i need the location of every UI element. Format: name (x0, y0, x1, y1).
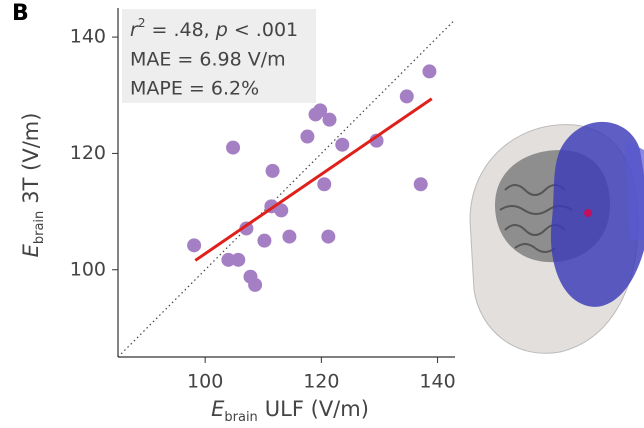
point (221, 252, 236, 267)
point (226, 140, 241, 155)
point (399, 89, 414, 104)
annotation-part: = .48, (145, 19, 215, 41)
point (248, 277, 263, 292)
point (317, 177, 332, 192)
point (187, 238, 202, 253)
target-dot (584, 209, 592, 217)
x-axis-label: Ebrain ULF (V/m) (211, 397, 369, 425)
identity-line (117, 19, 456, 358)
annotation-line: MAE = 6.98 V/m (130, 49, 286, 71)
annotation-line: r2 = .48, p < .001 (130, 16, 298, 41)
annotation-part: r (130, 19, 139, 41)
axis-symbol: E (19, 243, 43, 257)
annotation-part: < .001 (228, 19, 298, 41)
point (321, 229, 336, 244)
annotation-part: 2 (138, 16, 146, 30)
point (422, 64, 437, 79)
point (239, 221, 254, 236)
point (413, 177, 428, 192)
point (313, 103, 328, 118)
annotation-part: p (215, 19, 228, 41)
fit-line (194, 97, 433, 262)
y-tick-label: 140 (70, 26, 106, 48)
point (257, 233, 272, 248)
annotation-line: MAPE = 6.2% (130, 78, 259, 100)
x-tick-label: 120 (303, 371, 339, 393)
head-illustration (469, 121, 644, 354)
axis-subscript: brain (32, 211, 47, 244)
axis-text: 3T (V/m) (19, 113, 43, 204)
point (282, 229, 297, 244)
point (231, 252, 246, 267)
field-edge (625, 140, 644, 240)
point (335, 137, 350, 152)
x-tick-label: 100 (187, 371, 223, 393)
axis-symbol: E (211, 397, 225, 421)
y-tick-label: 120 (70, 142, 106, 164)
axis-subscript: brain (224, 410, 257, 425)
point (274, 203, 289, 218)
point (322, 112, 337, 127)
panel-label: B (12, 1, 29, 26)
field-blob (550, 121, 644, 307)
y-axis-label: Ebrain 3T (V/m) (19, 113, 47, 258)
point (300, 129, 315, 144)
y-tick-label: 100 (70, 258, 106, 280)
axis-text: ULF (V/m) (265, 397, 369, 421)
brain-folds (499, 184, 573, 253)
point (265, 163, 280, 178)
annotation-box (122, 9, 316, 103)
x-tick-label: 140 (419, 371, 455, 393)
